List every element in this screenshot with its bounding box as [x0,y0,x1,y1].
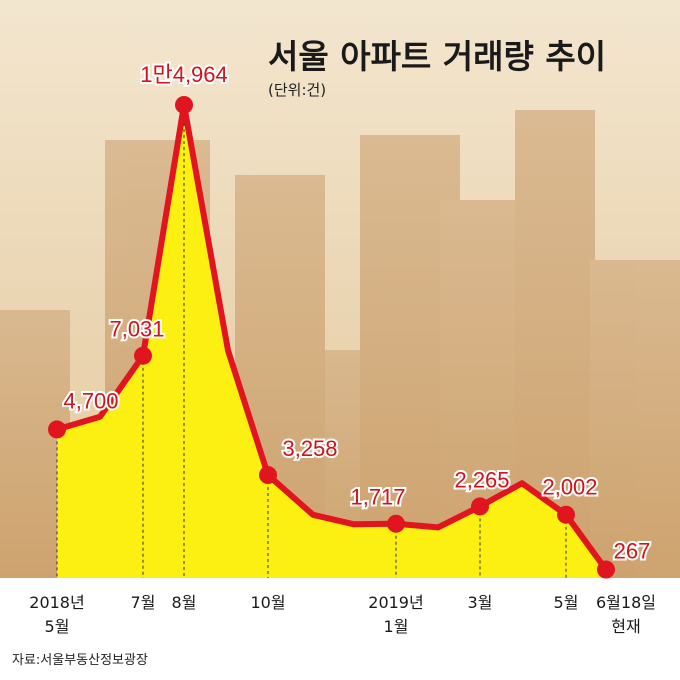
data-label: 2,002 [542,475,597,500]
x-tick-label: 5월 [554,593,579,612]
x-tick-label: 2018년 5월 [29,593,84,636]
data-label: 1,717 [350,485,405,510]
data-label: 3,258 [282,436,337,461]
area-fill [57,104,606,579]
data-point [259,466,277,485]
data-point [134,346,152,365]
data-point [557,505,575,524]
x-tick-label: 8월 [172,593,197,612]
data-point [471,497,489,516]
series-layer [48,95,615,579]
x-tick-label: 6월18일 현재 [596,593,656,636]
data-label: 2,265 [454,467,509,492]
data-label: 4,700 [63,388,118,413]
source-label: 자료:서울부동산정보광장 [12,653,148,668]
chart-title: 서울 아파트 거래량 추이 [268,37,606,76]
series-line [54,101,609,573]
x-tick-label: 3월 [468,593,493,612]
data-point [175,95,193,114]
data-point [48,420,66,439]
label-layer: 4,700 7,031 1만4,964 3,258 1,717 2,265 2,002 267… [29,60,656,636]
data-point [597,560,615,579]
x-tick-label: 2019년 1월 [368,593,423,636]
data-label: 267 [614,539,651,564]
x-tick-label: 7월 [131,593,156,612]
unit-label: (단위:건) [268,81,326,99]
axis-band [0,578,680,680]
data-point [387,514,405,533]
data-label: 1만4,964 [140,62,228,87]
x-tick-label: 10월 [250,593,285,612]
data-label: 7,031 [109,317,164,342]
